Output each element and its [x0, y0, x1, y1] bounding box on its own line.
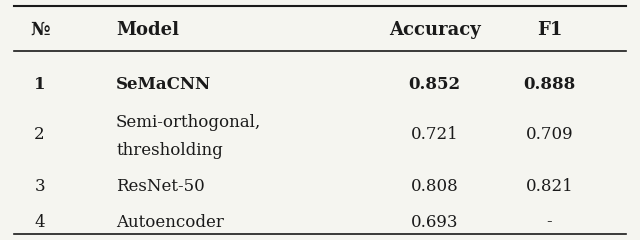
- Text: 0.693: 0.693: [411, 214, 458, 230]
- Text: thresholding: thresholding: [116, 142, 223, 159]
- Text: 0.709: 0.709: [525, 126, 573, 143]
- Text: 0.852: 0.852: [408, 76, 461, 93]
- Text: SeMaCNN: SeMaCNN: [116, 76, 211, 93]
- Text: 2: 2: [35, 126, 45, 143]
- Text: Semi-orthogonal,: Semi-orthogonal,: [116, 114, 261, 131]
- Text: F1: F1: [537, 21, 562, 39]
- Text: Accuracy: Accuracy: [389, 21, 481, 39]
- Text: 4: 4: [35, 214, 45, 230]
- Text: №: №: [30, 21, 49, 39]
- Text: -: -: [547, 214, 552, 230]
- Text: Model: Model: [116, 21, 179, 39]
- Text: 0.821: 0.821: [525, 178, 573, 195]
- Text: 3: 3: [35, 178, 45, 195]
- Text: ResNet-50: ResNet-50: [116, 178, 205, 195]
- Text: Autoencoder: Autoencoder: [116, 214, 224, 230]
- Text: 0.888: 0.888: [524, 76, 575, 93]
- Text: 0.808: 0.808: [411, 178, 459, 195]
- Text: 1: 1: [34, 76, 45, 93]
- Text: 0.721: 0.721: [411, 126, 459, 143]
